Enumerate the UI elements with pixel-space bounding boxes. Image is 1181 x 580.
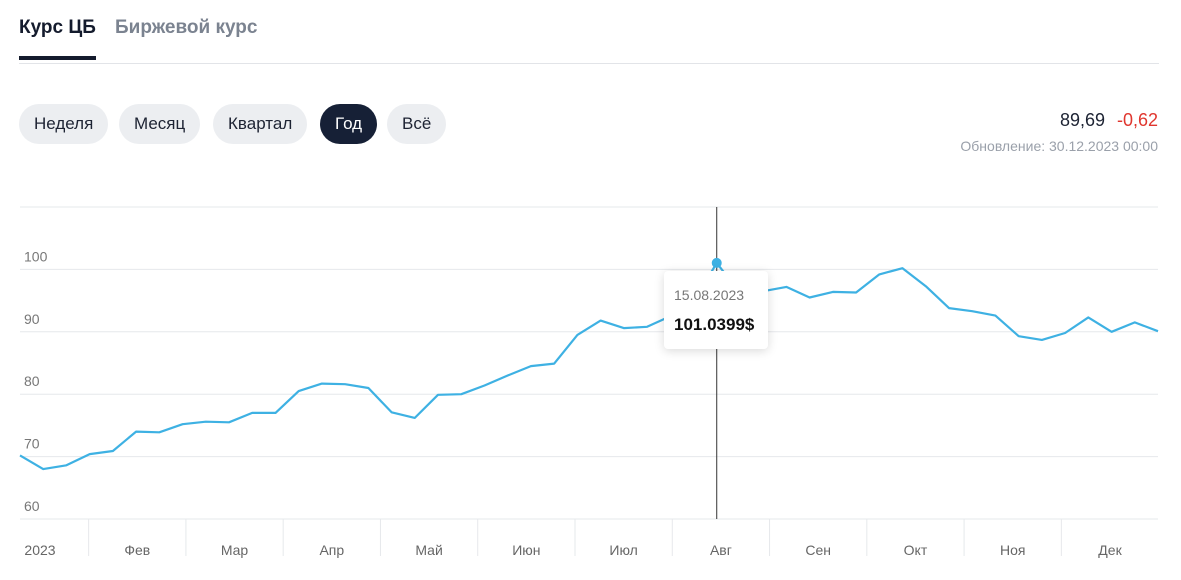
x-tick-label: Мар: [221, 542, 249, 558]
x-tick-label: Окт: [904, 542, 928, 558]
x-tick-label: Дек: [1098, 542, 1122, 558]
tooltip-point: [711, 257, 722, 268]
update-time: Обновление: 30.12.2023 00:00: [960, 138, 1158, 154]
x-tick-label: Сен: [805, 542, 831, 558]
price-change: -0,62: [1116, 110, 1158, 130]
x-tick-label: Май: [415, 542, 442, 558]
y-tick-label: 70: [24, 436, 40, 452]
tab[interactable]: Курс ЦБ: [19, 17, 96, 60]
period-button[interactable]: Всё: [387, 104, 447, 144]
y-tick-label: 80: [24, 373, 40, 389]
x-tick-label: Фев: [124, 542, 150, 558]
period-button[interactable]: Месяц: [119, 104, 201, 144]
x-tick-label: Ноя: [1000, 542, 1025, 558]
y-tick-label: 100: [24, 248, 48, 264]
period-button[interactable]: Квартал: [213, 104, 308, 144]
y-tick-label: 60: [24, 498, 40, 514]
x-tick-label: 2023: [24, 542, 55, 558]
period-button[interactable]: Год: [320, 104, 378, 144]
x-tick-label: Июл: [609, 542, 637, 558]
price-line: [19, 261, 1159, 471]
period-button[interactable]: Неделя: [19, 104, 109, 144]
y-tick-label: 90: [24, 311, 40, 327]
price: 89,69: [1059, 110, 1105, 130]
x-tick-label: Июн: [512, 542, 540, 558]
tabs: Курс ЦБ Биржевой курс: [19, 0, 1159, 64]
tooltip-value: 101.0399$: [674, 315, 755, 334]
x-tick-label: Авг: [710, 542, 732, 558]
tooltip-date: 15.08.2023: [674, 287, 745, 303]
tooltip: 15.08.2023 101.0399$: [664, 271, 768, 349]
x-tick-label: Апр: [319, 542, 344, 558]
tab[interactable]: Биржевой курс: [115, 17, 258, 38]
